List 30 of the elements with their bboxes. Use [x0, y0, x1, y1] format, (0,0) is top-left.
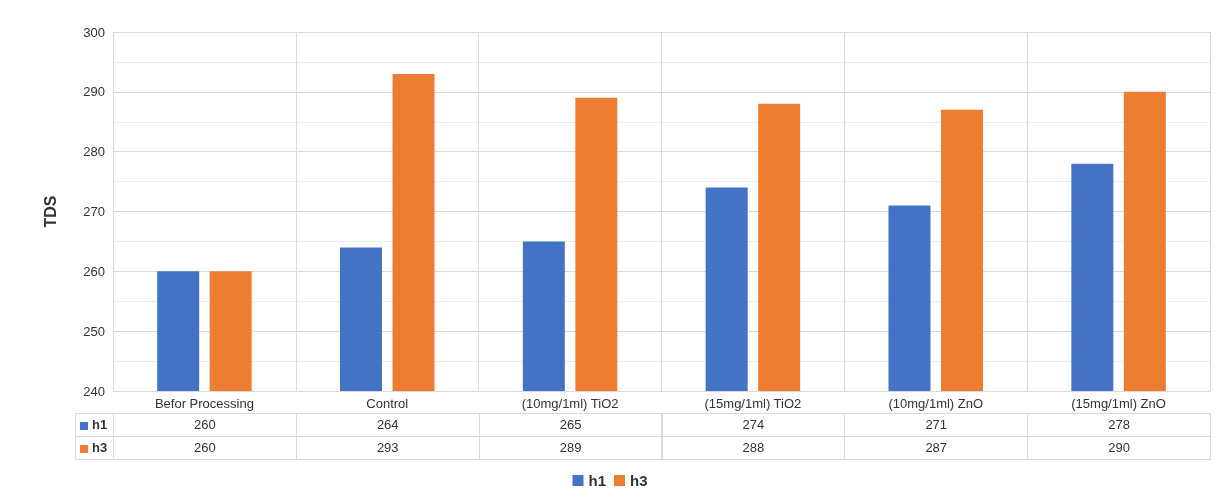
x-tick-label: (10mg/1ml) TiO2 — [521, 396, 619, 411]
y-tick-label: 280 — [83, 144, 105, 160]
data-label: 287 — [844, 436, 1029, 460]
y-tick-label: 240 — [83, 383, 105, 399]
legend-label: h1 — [75, 413, 114, 437]
y-tick-label: 260 — [83, 263, 105, 279]
y-tick-label: 250 — [83, 323, 105, 339]
x-tick-label: Control — [366, 396, 409, 411]
data-label: 290 — [1027, 436, 1211, 460]
x-tick-label: (15mg/1ml) TiO2 — [704, 396, 802, 411]
data-label: 293 — [295, 436, 480, 460]
text: h1 — [588, 472, 607, 489]
y-tick-label: 270 — [83, 204, 105, 219]
x-tick-label: (10mg/1ml) ZnO — [888, 396, 984, 411]
y-axis-title: TDS — [41, 195, 59, 228]
legend-label: h3 — [630, 472, 648, 489]
data-label: 278 — [1027, 413, 1211, 437]
data-label: 265 — [478, 413, 663, 437]
data-label: 260 — [113, 413, 297, 437]
y-tick-label: 300 — [83, 24, 105, 40]
data-label: 271 — [844, 413, 1029, 437]
data-label: 264 — [295, 413, 480, 437]
data-label: 289 — [478, 436, 663, 460]
data-label: 260 — [113, 436, 297, 460]
text: h3 — [92, 440, 108, 455]
x-tick-label: Befor Processing — [154, 396, 254, 411]
data-label: 274 — [661, 413, 846, 437]
data-label: 288 — [661, 436, 846, 460]
x-tick-label: (15mg/1ml) ZnO — [1071, 396, 1166, 411]
y-tick-label: 290 — [83, 84, 105, 100]
